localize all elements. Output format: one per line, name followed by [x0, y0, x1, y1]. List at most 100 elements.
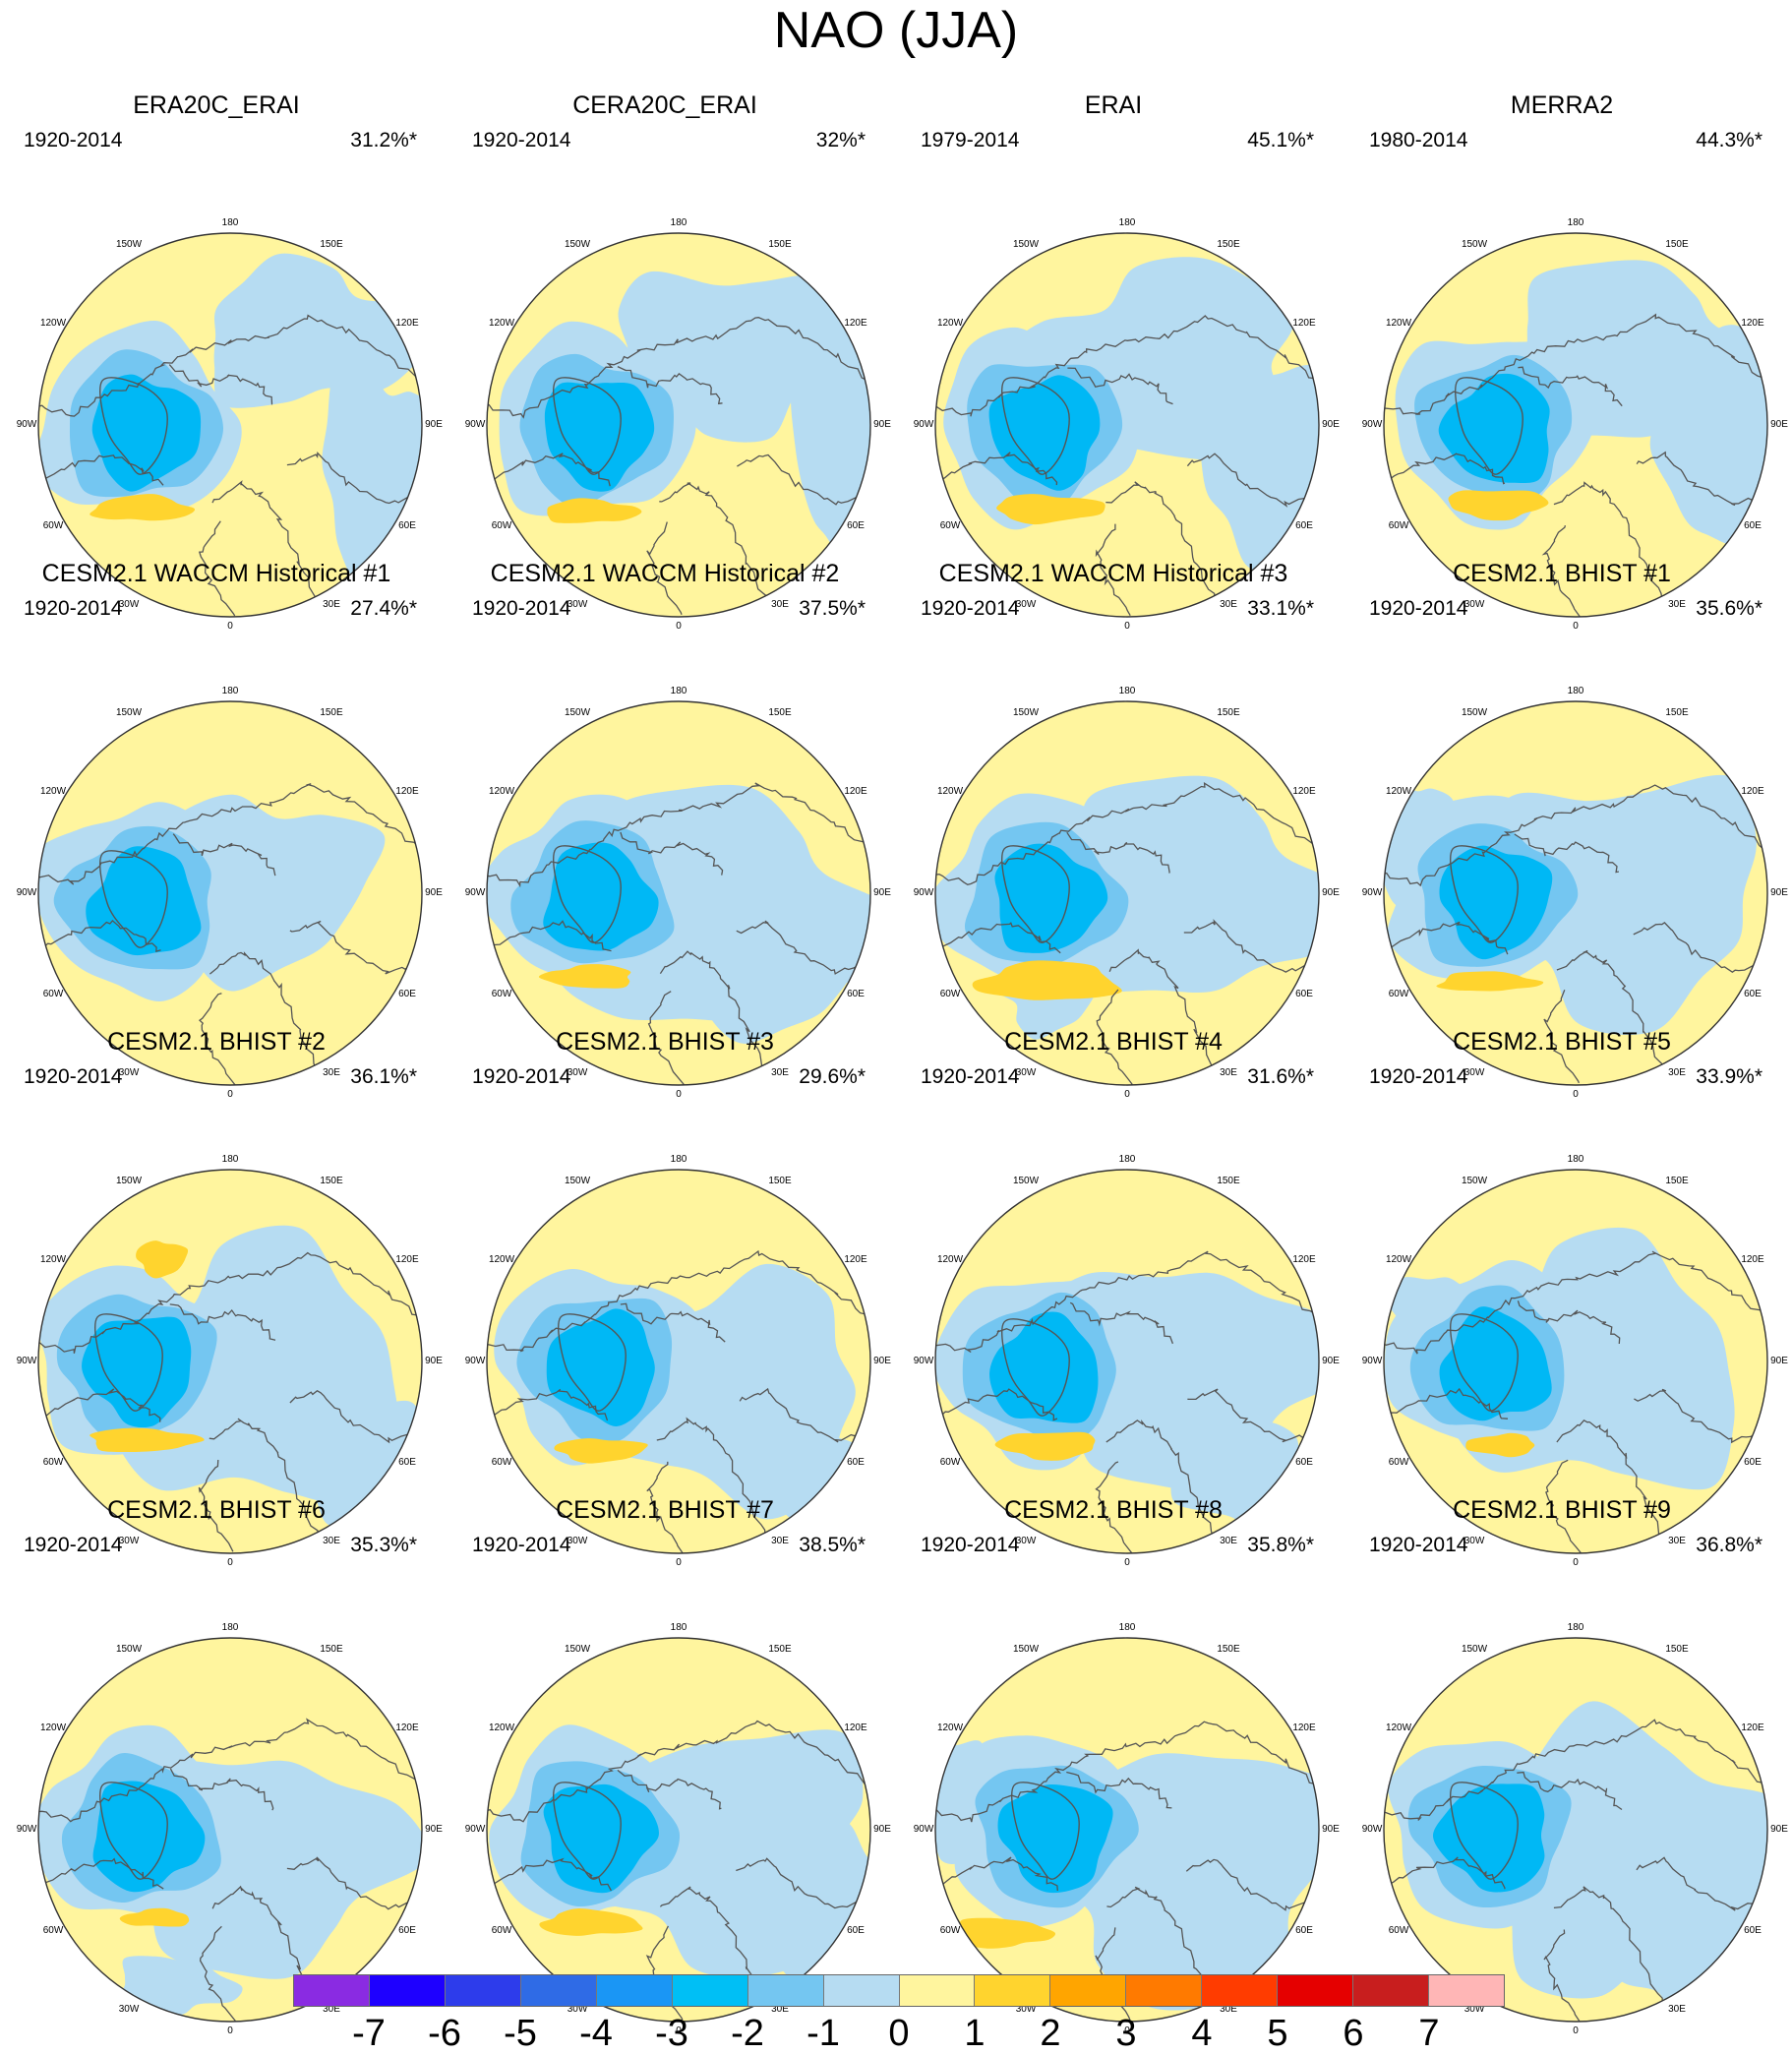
- colorbar-segment: [672, 1975, 748, 2006]
- map-frame: [1383, 700, 1768, 1086]
- nao-high-contour: [547, 498, 642, 523]
- coastline: [659, 482, 771, 615]
- longitude-label: 150E: [768, 1644, 792, 1655]
- panel-period: 1979-2014: [921, 129, 1020, 151]
- polar-stereographic-map: [1383, 1169, 1768, 1554]
- longitude-label: 150W: [564, 239, 591, 250]
- longitude-label: 60E: [398, 989, 416, 999]
- polar-stereographic-map: [486, 1637, 871, 2023]
- polar-stereographic-map: [486, 232, 871, 618]
- longitude-label: 150E: [320, 1176, 343, 1186]
- panel-title: ERAI: [1084, 91, 1143, 119]
- coastline: [935, 315, 1319, 417]
- panel-title: CESM2.1 BHIST #8: [1004, 1496, 1223, 1524]
- longitude-label: 30E: [323, 1536, 340, 1546]
- longitude-label: 60E: [1295, 1457, 1313, 1468]
- longitude-label: 60E: [847, 989, 865, 999]
- coastline: [659, 1886, 771, 2019]
- coastline: [198, 1459, 234, 1552]
- map-frame: [486, 1169, 871, 1554]
- colorbar-tick-label: -7: [352, 2013, 386, 2054]
- greenland-coastline: [553, 845, 622, 943]
- longitude-label: 180: [221, 686, 239, 696]
- longitude-label: 150W: [1461, 1644, 1488, 1655]
- longitude-label: 120W: [1385, 318, 1412, 329]
- polar-stereographic-map: [934, 1637, 1320, 2023]
- nao-low-contour: [994, 843, 1108, 953]
- longitude-label: 150E: [1217, 1644, 1240, 1655]
- longitude-label: 90W: [1361, 419, 1383, 430]
- coastline: [935, 1250, 1319, 1354]
- coastline: [620, 1302, 726, 1343]
- nao-high-contour: [539, 1908, 643, 1936]
- map-frame: [486, 232, 871, 618]
- map-panel: MERRA2 1980-2014 44.3%* 180 150E 120E 90E 60E 30…: [1345, 91, 1788, 632]
- coastline: [1517, 1300, 1621, 1345]
- panel-period: 1920-2014: [24, 1534, 123, 1556]
- longitude-label: 150E: [768, 1176, 792, 1186]
- coastline: [1517, 1771, 1623, 1811]
- greenland-coastline: [553, 377, 622, 475]
- polar-stereographic-map: [1383, 232, 1768, 618]
- greenland-coastline: [1450, 1313, 1519, 1412]
- coastline: [211, 1885, 325, 2018]
- panel-explained-variance: 36.8%*: [1696, 1534, 1762, 1556]
- nao-high-contour: [119, 1907, 190, 1927]
- longitude-label: 120E: [844, 318, 867, 329]
- nao-high-contour: [554, 1438, 648, 1464]
- coastline: [1384, 1250, 1767, 1355]
- nao-low-contour: [544, 382, 655, 492]
- longitude-label: 60E: [1744, 1457, 1762, 1468]
- coastline: [198, 993, 238, 1085]
- nao-low-contour: [92, 1781, 206, 1893]
- coastline: [1543, 1929, 1581, 2022]
- panel-explained-variance: 31.6%*: [1247, 1065, 1314, 1088]
- colorbar-segment: [445, 1975, 521, 2006]
- longitude-label: 180: [1567, 217, 1584, 228]
- longitude-label: 30E: [1668, 599, 1686, 610]
- longitude-label: 120E: [395, 1723, 419, 1733]
- colorbar-tick-label: 1: [964, 2013, 986, 2054]
- longitude-label: 0: [1573, 621, 1579, 632]
- longitude-label: 180: [1567, 1622, 1584, 1633]
- nao-high-contour: [90, 1427, 205, 1453]
- longitude-label: 30E: [1220, 1536, 1237, 1546]
- longitude-label: 30W: [118, 2004, 140, 2015]
- coastline: [1106, 1886, 1220, 2020]
- longitude-label: 90E: [425, 887, 443, 898]
- longitude-label: 90E: [873, 1824, 891, 1835]
- map-panel: CESM2.1 WACCM Historical #3 1920-2014 33.1…: [897, 559, 1340, 1100]
- longitude-label: 150W: [1461, 707, 1488, 718]
- longitude-label: 90E: [1770, 887, 1788, 898]
- longitude-label: 180: [670, 686, 687, 696]
- longitude-label: 120E: [844, 1723, 867, 1733]
- negative-anomaly-region: [1195, 360, 1319, 575]
- longitude-label: 120W: [488, 1254, 515, 1265]
- longitude-label: 90E: [1322, 1824, 1340, 1835]
- colorbar-segment: [1050, 1975, 1127, 2006]
- longitude-label: 30W: [1015, 2004, 1037, 2015]
- coastline: [736, 920, 870, 975]
- colorbar-segment: [1202, 1975, 1279, 2006]
- colorbar-tick-label: 2: [1040, 2013, 1061, 2054]
- coastline: [737, 453, 870, 506]
- longitude-label: 90W: [913, 1824, 934, 1835]
- coastline: [38, 783, 422, 885]
- coastline: [199, 1925, 237, 2022]
- coastline: [935, 781, 1319, 885]
- greenland-coastline: [1011, 1782, 1080, 1880]
- longitude-label: 90E: [1770, 1824, 1788, 1835]
- coastline: [935, 452, 1058, 486]
- longitude-label: 30E: [323, 1067, 340, 1078]
- nao-high-contour: [994, 1431, 1096, 1461]
- longitude-label: 150E: [320, 1644, 343, 1655]
- longitude-label: 90W: [16, 887, 37, 898]
- map-panel: ERAI 1979-2014 45.1%* 180 150E 120E 90E 60E 30E 0…: [897, 91, 1340, 632]
- longitude-label: 60W: [491, 1925, 512, 1936]
- longitude-label: 0: [1573, 1557, 1579, 1568]
- longitude-label: 30W: [118, 1067, 140, 1078]
- map-frame: [1383, 1169, 1768, 1554]
- colorbar-tick-label: 0: [888, 2013, 910, 2054]
- coastline: [169, 1303, 276, 1341]
- coastline: [289, 1390, 422, 1444]
